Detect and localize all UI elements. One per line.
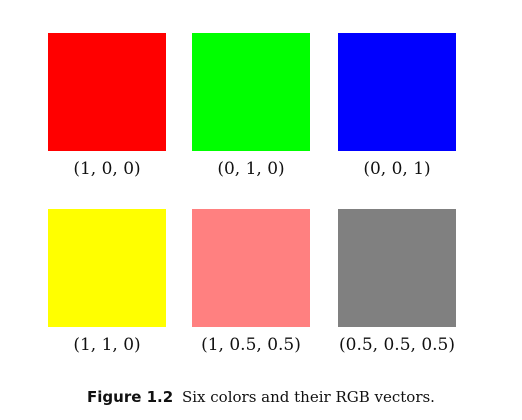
swatch-cell-yellow: (1, 1, 0): [48, 209, 166, 355]
figure-number: Figure 1.2: [87, 388, 174, 406]
color-swatch-green: [192, 33, 310, 151]
figure-caption-text: Six colors and their RGB vectors.: [181, 388, 435, 406]
swatch-label-red: (1, 0, 0): [73, 159, 141, 179]
swatch-cell-blue: (0, 0, 1): [338, 33, 456, 179]
color-swatch-yellow: [48, 209, 166, 327]
swatch-label-green: (0, 1, 0): [217, 159, 285, 179]
swatch-label-gray: (0.5, 0.5, 0.5): [339, 335, 455, 355]
color-swatch-gray: [338, 209, 456, 327]
swatch-label-yellow: (1, 1, 0): [73, 335, 141, 355]
swatch-label-blue: (0, 0, 1): [363, 159, 431, 179]
swatch-cell-red: (1, 0, 0): [48, 33, 166, 179]
swatch-cell-pink: (1, 0.5, 0.5): [192, 209, 310, 355]
figure-caption: Figure 1.2 Six colors and their RGB vect…: [0, 388, 522, 406]
swatch-cell-green: (0, 1, 0): [192, 33, 310, 179]
swatch-cell-gray: (0.5, 0.5, 0.5): [338, 209, 456, 355]
swatch-label-pink: (1, 0.5, 0.5): [201, 335, 301, 355]
color-swatch-pink: [192, 209, 310, 327]
color-swatch-blue: [338, 33, 456, 151]
color-swatch-red: [48, 33, 166, 151]
